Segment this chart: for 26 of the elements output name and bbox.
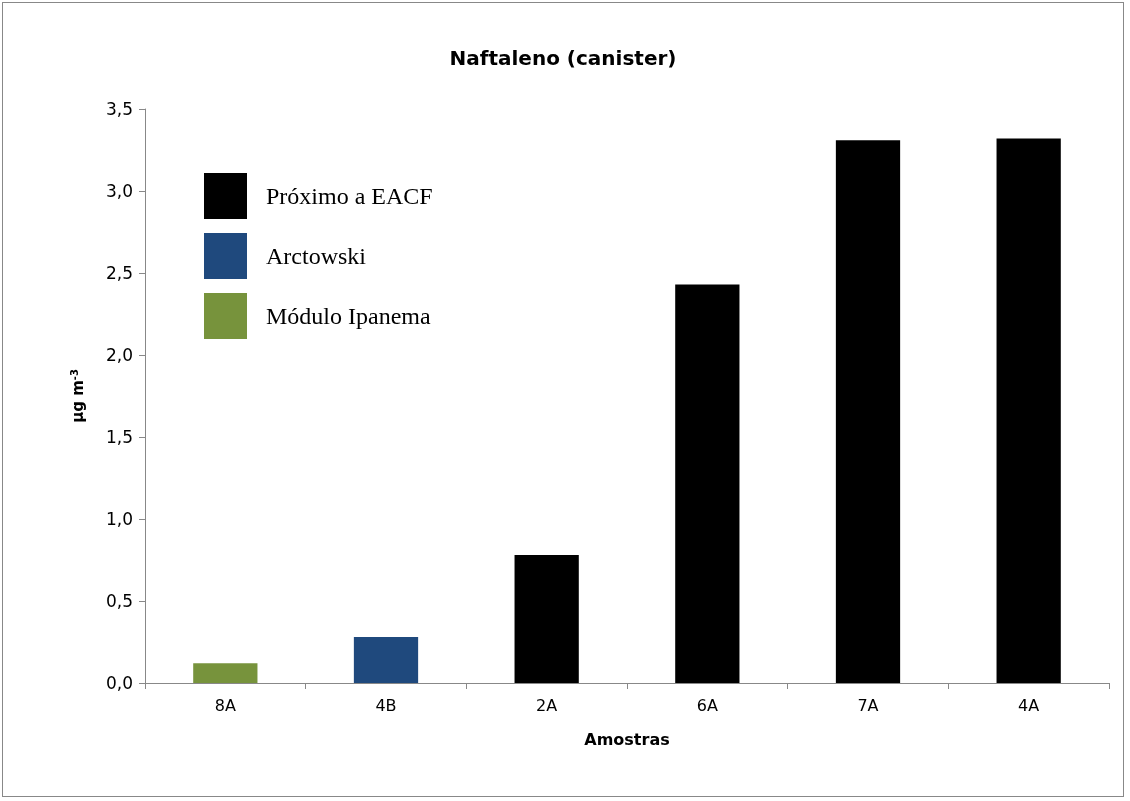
x-tick-label: 4A: [1018, 695, 1040, 715]
y-tick-label: 0,0: [105, 673, 133, 693]
legend-label: Próximo a EACF: [266, 183, 433, 209]
y-tick-label: 3,0: [105, 181, 133, 201]
x-tick-label: 7A: [857, 695, 879, 715]
y-tick-label: 2,0: [105, 345, 133, 365]
bar: [835, 140, 901, 683]
x-tick-label: 2A: [536, 695, 558, 715]
y-tick-label: 1,0: [105, 509, 133, 529]
bar: [675, 284, 740, 683]
chart-title: Naftaleno (canister): [449, 46, 677, 70]
x-tick-label: 8A: [214, 695, 236, 715]
bar: [996, 138, 1061, 683]
y-tick-label: 1,5: [105, 427, 133, 447]
y-tick-label: 2,5: [105, 263, 133, 283]
bar: [193, 663, 258, 683]
y-axis-title: µg m-3: [68, 369, 87, 423]
bar: [353, 637, 419, 683]
x-tick-label: 6A: [696, 695, 718, 715]
y-tick-label: 3,5: [105, 99, 133, 119]
x-axis-title: Amostras: [584, 729, 670, 749]
bar: [514, 555, 579, 683]
legend-label: Módulo Ipanema: [266, 303, 431, 329]
legend-label: Arctowski: [266, 243, 367, 269]
y-tick-label: 0,5: [105, 591, 133, 611]
x-tick-label: 4B: [375, 695, 397, 715]
